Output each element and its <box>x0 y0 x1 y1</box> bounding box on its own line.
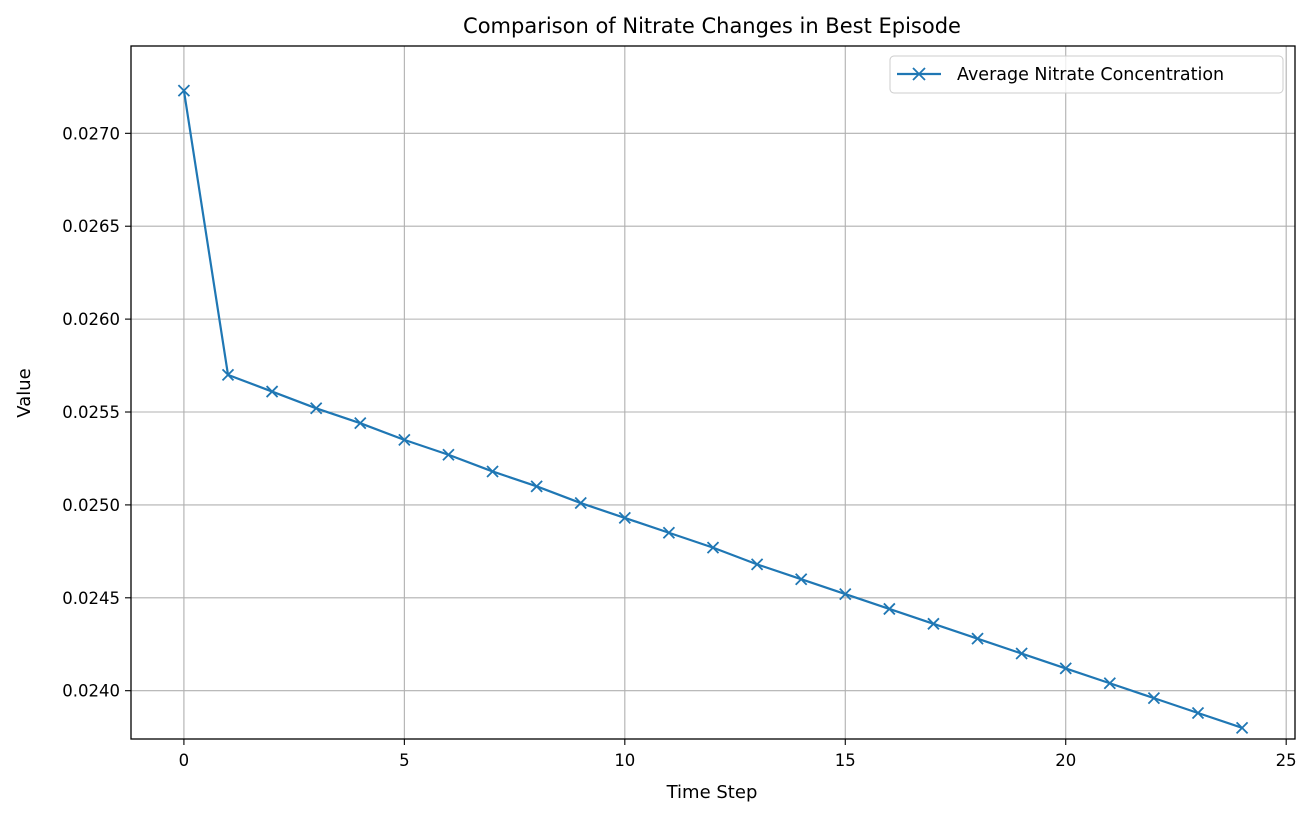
y-tick-label: 0.0260 <box>62 310 120 329</box>
grid <box>131 46 1295 739</box>
data-point-marker <box>662 526 676 539</box>
data-point-marker <box>486 465 499 478</box>
y-tick-label: 0.0270 <box>62 124 120 143</box>
data-point-marker <box>1235 721 1249 734</box>
y-tick-label: 0.0250 <box>62 496 120 515</box>
data-point-marker <box>971 632 984 645</box>
y-tick-label: 0.0255 <box>62 403 120 422</box>
data-point-marker <box>442 448 455 461</box>
data-point-marker <box>310 402 323 415</box>
data-point-marker <box>706 541 720 554</box>
y-tick-label: 0.0245 <box>62 589 120 608</box>
data-point-marker <box>795 573 808 586</box>
y-tick-label: 0.0265 <box>62 217 120 236</box>
data-point-marker <box>1015 647 1028 660</box>
x-tick-label: 25 <box>1276 751 1297 770</box>
plot-frame <box>130 45 1296 740</box>
series-layer <box>177 84 1249 734</box>
data-point-marker <box>221 368 235 381</box>
data-point-marker <box>354 417 367 430</box>
x-tick-label: 15 <box>835 751 856 770</box>
legend-label: Average Nitrate Concentration <box>957 65 1224 85</box>
data-point-marker <box>883 602 896 616</box>
data-point-marker <box>574 496 587 510</box>
data-point-marker <box>927 617 940 630</box>
data-point-marker <box>530 480 543 493</box>
data-point-marker <box>1191 706 1205 720</box>
data-point-marker <box>839 587 852 601</box>
x-axis-label: Time Step <box>666 782 758 803</box>
x-tick-label: 0 <box>179 751 190 770</box>
chart-title: Comparison of Nitrate Changes in Best Ep… <box>463 14 961 38</box>
data-point-marker <box>1059 662 1072 675</box>
axis-ticks: 0 5 10 15 20 25 0.0240 0.0245 0.0250 0.0255 0.0260… <box>62 124 1296 770</box>
y-tick-label: 0.0240 <box>62 682 120 701</box>
data-point-marker <box>177 84 191 97</box>
legend-box <box>889 55 1284 94</box>
data-point-marker <box>1147 691 1161 705</box>
legend-marker-swatch <box>912 67 926 81</box>
data-point-marker <box>265 385 279 398</box>
x-tick-label: 10 <box>614 751 635 770</box>
legend: Average Nitrate Concentration <box>889 55 1284 94</box>
y-axis-label: Value <box>14 368 35 417</box>
data-point-marker <box>618 511 631 525</box>
data-point-marker <box>1103 677 1116 690</box>
x-tick-label: 20 <box>1055 751 1076 770</box>
x-tick-label: 5 <box>399 751 410 770</box>
data-point-marker <box>750 558 764 571</box>
data-point-marker <box>398 433 411 447</box>
